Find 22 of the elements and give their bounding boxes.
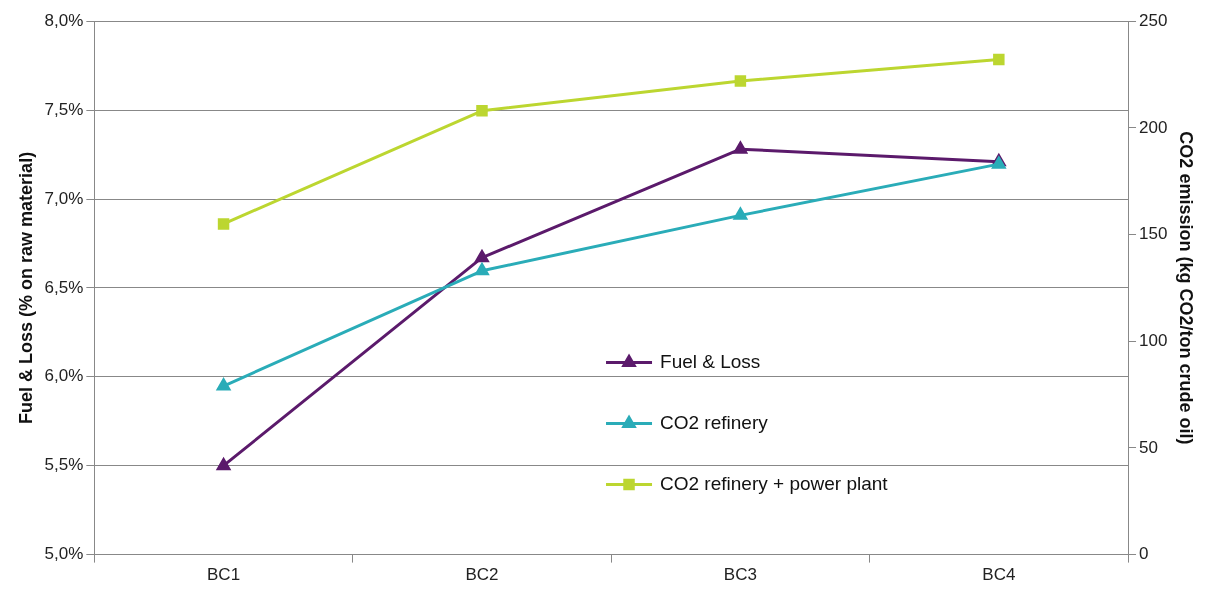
y-axis-title: Fuel & Loss (% on raw material): [15, 151, 36, 424]
legend-label: CO2 refinery: [660, 411, 769, 433]
y2-tick-label: 100: [1139, 330, 1168, 350]
x-tick-label: BC4: [982, 565, 1016, 585]
legend-label: Fuel & Loss: [660, 350, 761, 372]
y-tick-label: 5,5%: [44, 455, 84, 475]
x-tick-label: BC1: [207, 565, 241, 585]
x-tick-label: BC3: [723, 565, 757, 585]
y2-tick-label: 250: [1139, 10, 1168, 30]
y2-tick-label: 0: [1139, 544, 1149, 564]
y2-tick-label: 50: [1139, 437, 1158, 457]
y-tick-label: 6,0%: [44, 366, 84, 386]
x-tick-label: BC2: [465, 565, 499, 585]
y-tick-label: 7,5%: [44, 99, 84, 119]
y-tick-label: 8,0%: [44, 10, 84, 30]
y-tick-label: 5,0%: [44, 544, 84, 564]
y-tick-label: 7,0%: [44, 188, 84, 208]
y2-axis-title: CO2 emission (kg CO2/ton crude oil): [1176, 131, 1197, 445]
y2-tick-label: 150: [1139, 224, 1168, 244]
y2-tick-label: 200: [1139, 117, 1168, 137]
legend-label: CO2 refinery + power plant: [660, 472, 889, 494]
y-tick-label: 6,5%: [44, 277, 84, 297]
